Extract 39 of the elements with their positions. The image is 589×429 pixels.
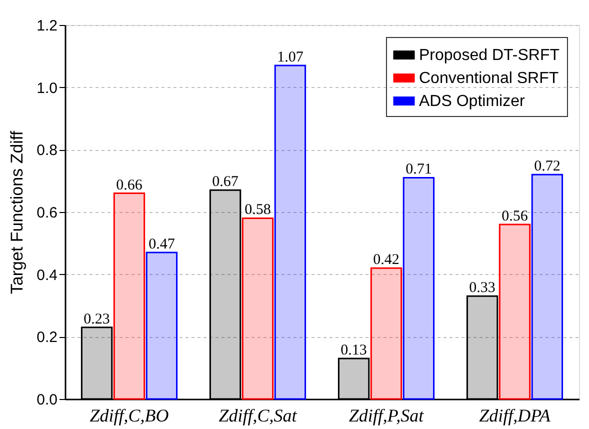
bar [209, 189, 242, 400]
data-label: 0.72 [534, 158, 560, 175]
bar [370, 267, 402, 400]
data-label: 0.71 [406, 162, 432, 178]
data-label: 0.23 [84, 311, 110, 328]
legend-label: Conventional SRFT [419, 70, 559, 87]
y-axis-title: Target Functions Zdiff [8, 130, 27, 294]
data-label: 0.67 [212, 174, 239, 190]
legend-label: Proposed DT-SRFT [419, 47, 560, 64]
bar [531, 174, 564, 400]
legend-label: ADS Optimizer [419, 93, 526, 110]
data-label: 0.13 [340, 342, 367, 358]
data-label: 0.47 [148, 236, 176, 253]
y-tick-label: 0.0 [36, 392, 58, 408]
x-tick-label: Zdiff,P,Sat [348, 406, 425, 426]
bar [146, 252, 178, 400]
bar [466, 295, 498, 400]
bar [402, 176, 435, 400]
y-tick-label: 0.2 [36, 329, 58, 346]
bar [242, 217, 274, 400]
y-tick-label: 0.6 [36, 204, 58, 222]
bar [274, 64, 306, 400]
bar [498, 224, 531, 400]
x-tick-label: Zdiff,DPA [479, 406, 552, 426]
y-tick-label: 1.2 [36, 18, 58, 34]
data-label: 1.07 [277, 50, 304, 66]
data-label: 0.33 [469, 280, 496, 296]
y-tick-label: 0.4 [36, 266, 58, 284]
y-tick-label: 0.8 [36, 142, 58, 160]
data-label: 0.58 [244, 202, 271, 218]
data-label: 0.56 [502, 208, 528, 224]
data-label: 0.42 [373, 252, 400, 268]
bar [80, 326, 113, 400]
bar [113, 192, 146, 400]
y-tick-label: 1.0 [36, 80, 58, 97]
bar [338, 358, 370, 400]
data-label: 0.66 [116, 177, 143, 194]
x-tick-label: Zdiff,C,Sat [218, 406, 298, 426]
x-tick-label: Zdiff,C,BO [90, 406, 169, 426]
